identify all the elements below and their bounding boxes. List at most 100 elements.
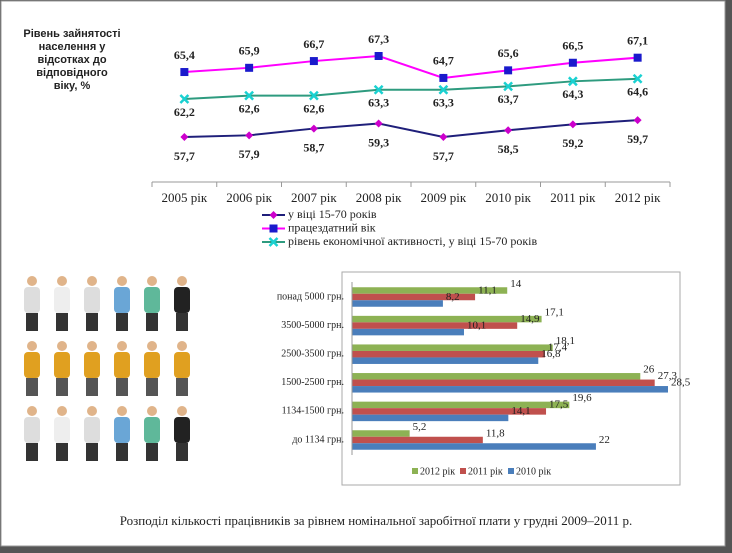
marker <box>504 66 513 75</box>
data-label: 16,8 <box>541 348 561 360</box>
person-body <box>174 417 190 443</box>
data-label: 57,9 <box>239 147 260 161</box>
person-legs <box>176 378 188 396</box>
bar <box>352 300 443 307</box>
data-label: 66,7 <box>303 37 324 51</box>
bar <box>352 293 476 301</box>
person-legs <box>146 378 158 396</box>
x-tick-label: 2007 рік <box>291 190 337 205</box>
legend-label: працездатний вік <box>288 220 376 234</box>
data-label: 8,2 <box>446 291 460 303</box>
person-head <box>87 341 97 351</box>
person-body <box>144 417 160 443</box>
data-label: 62,2 <box>174 105 195 119</box>
bar <box>352 357 539 364</box>
data-label: 67,3 <box>368 32 389 46</box>
bar <box>352 322 518 329</box>
marker <box>245 63 254 72</box>
legend-label: 2010 рік <box>516 466 551 477</box>
category-label: понад 5000 грн. <box>277 291 344 302</box>
chart-title: Рівень зайнятості населення у відсотках до… <box>23 28 120 92</box>
person-body <box>54 287 70 313</box>
person-body <box>174 287 190 313</box>
person-body <box>84 417 100 443</box>
data-label: 27,3 <box>658 370 678 382</box>
marker <box>179 94 190 104</box>
data-label: 59,2 <box>562 136 583 150</box>
person-body <box>84 352 100 378</box>
person-legs <box>26 313 38 331</box>
bar <box>352 328 464 336</box>
person-legs <box>86 378 98 396</box>
marker <box>374 52 383 60</box>
marker <box>568 58 577 67</box>
marker <box>245 131 254 140</box>
person-legs <box>26 378 38 396</box>
person-body <box>114 417 130 443</box>
data-label: 18,1 <box>556 335 575 347</box>
marker <box>269 211 278 219</box>
person-body <box>144 352 160 378</box>
category-label: 2500-3500 грн. <box>281 348 344 359</box>
person-legs <box>116 378 128 396</box>
person-legs <box>116 443 128 461</box>
person-legs <box>56 443 68 461</box>
category-label: 1500-2500 грн. <box>281 377 344 388</box>
person-legs <box>116 313 128 331</box>
data-label: 67,1 <box>627 33 648 47</box>
person-head <box>57 276 67 286</box>
data-label: 57,7 <box>433 149 454 163</box>
person-legs <box>56 313 68 331</box>
legend-label: 2011 рік <box>468 466 503 477</box>
bar <box>352 315 542 323</box>
person-legs <box>176 313 188 331</box>
person-body <box>54 352 70 378</box>
data-label: 64,6 <box>627 85 648 99</box>
person-body <box>84 287 100 313</box>
marker <box>308 90 319 101</box>
person-body <box>114 352 130 378</box>
person-head <box>27 406 37 416</box>
legend-label: у віці 15-70 років <box>288 207 377 221</box>
x-tick-label: 2008 рік <box>356 190 402 205</box>
data-label: 65,9 <box>239 44 260 58</box>
person-body <box>114 287 130 313</box>
person-legs <box>176 443 188 461</box>
data-label: 64,7 <box>433 54 454 68</box>
data-label: 11,1 <box>478 284 497 296</box>
legend-swatch <box>460 468 466 474</box>
data-label: 59,3 <box>368 135 389 149</box>
bar <box>352 287 508 294</box>
person-legs <box>86 443 98 461</box>
marker <box>309 124 318 133</box>
marker <box>439 133 448 141</box>
data-label: 58,5 <box>498 142 519 156</box>
data-label: 63,3 <box>433 96 454 110</box>
person-head <box>27 341 37 351</box>
person-body <box>174 352 190 378</box>
x-tick-label: 2012 рік <box>615 190 661 205</box>
data-label: 22 <box>599 434 610 446</box>
legend-swatch <box>412 468 418 474</box>
person-head <box>117 276 127 286</box>
marker <box>504 126 513 135</box>
marker <box>373 84 384 95</box>
data-label: 65,4 <box>174 48 195 62</box>
person-head <box>57 341 67 351</box>
bar <box>352 443 596 450</box>
person-body <box>24 287 40 313</box>
x-tick-label: 2011 рік <box>550 190 596 205</box>
person-body <box>24 417 40 443</box>
data-label: 11,8 <box>486 427 505 439</box>
bar <box>352 386 668 393</box>
data-label: 66,5 <box>562 39 583 53</box>
bar <box>352 436 483 444</box>
bar <box>352 344 553 351</box>
legend-label: рівень економічної активності, у віці 15… <box>288 234 537 248</box>
bar <box>352 350 545 358</box>
marker <box>268 237 279 247</box>
data-label: 26 <box>643 364 655 376</box>
data-label: 63,3 <box>368 96 389 110</box>
person-body <box>144 287 160 313</box>
series-line <box>184 54 638 79</box>
